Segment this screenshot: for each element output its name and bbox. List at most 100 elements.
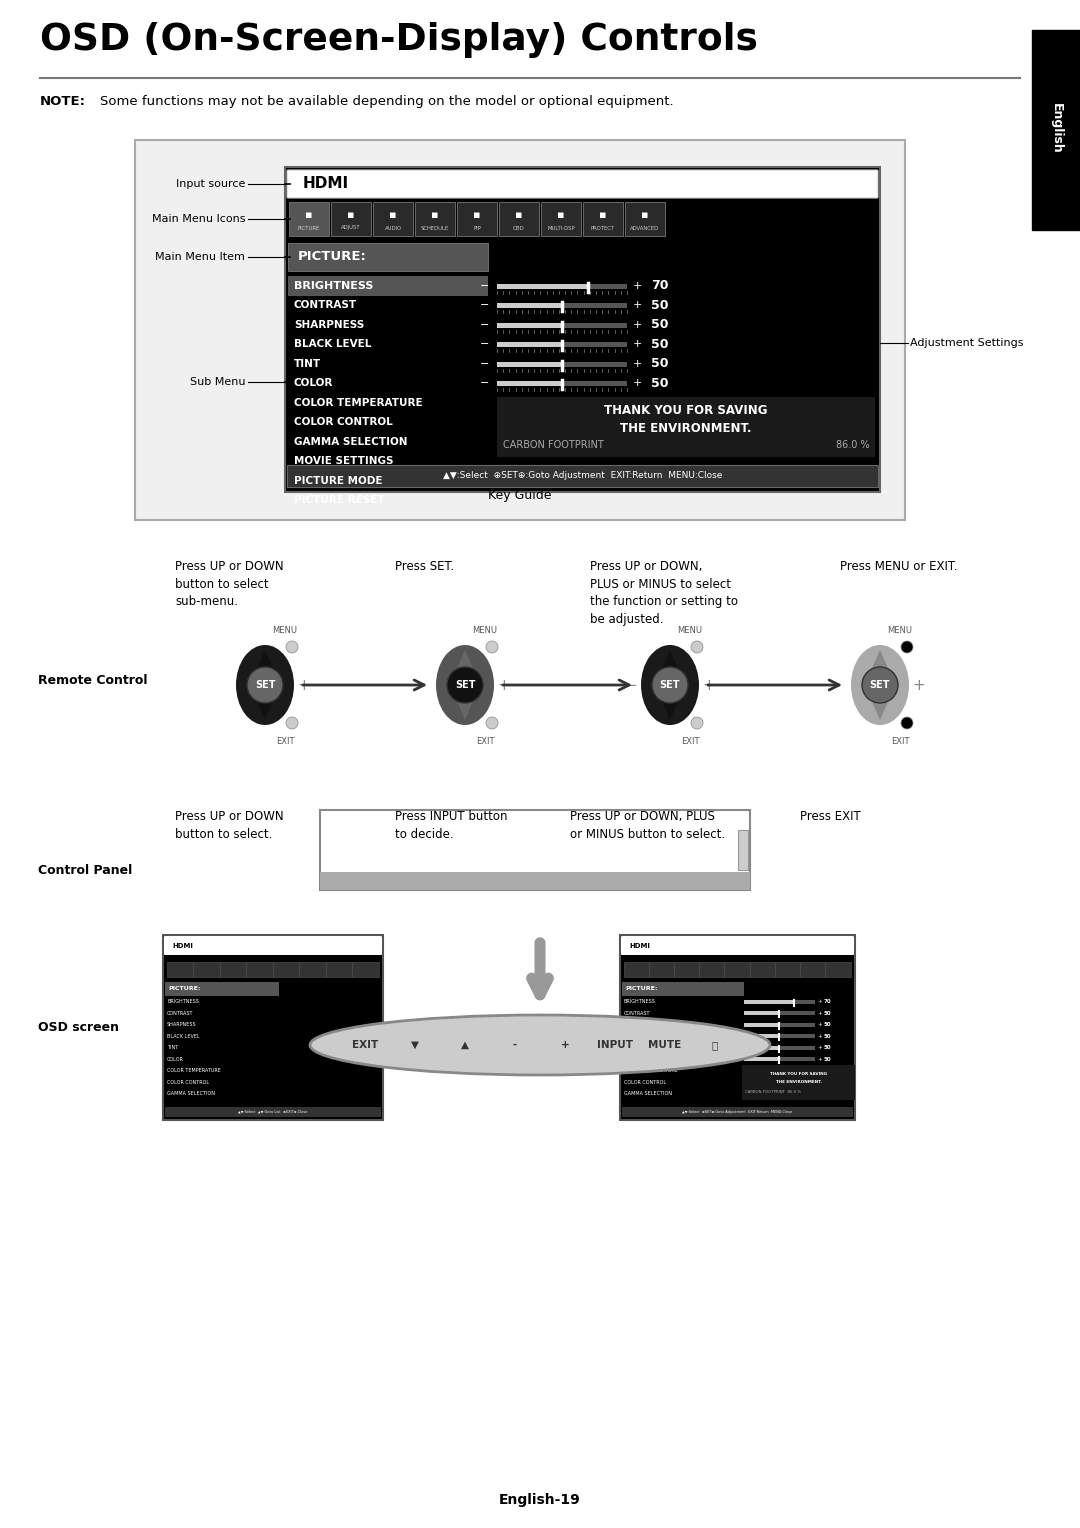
Circle shape	[447, 668, 483, 703]
FancyBboxPatch shape	[164, 937, 382, 955]
FancyBboxPatch shape	[744, 999, 794, 1004]
FancyBboxPatch shape	[625, 202, 665, 235]
Text: COLOR: COLOR	[294, 379, 334, 388]
Text: Input source: Input source	[176, 179, 245, 189]
FancyBboxPatch shape	[352, 961, 378, 976]
Text: PICTURE:: PICTURE:	[298, 251, 367, 263]
Text: SCHEDULE: SCHEDULE	[421, 226, 449, 231]
Text: ▪: ▪	[389, 209, 396, 220]
Text: CONTRAST: CONTRAST	[624, 1010, 650, 1016]
FancyBboxPatch shape	[497, 303, 562, 309]
FancyBboxPatch shape	[272, 961, 299, 976]
FancyBboxPatch shape	[497, 342, 627, 347]
Text: ADJUST: ADJUST	[341, 226, 361, 231]
Text: 70: 70	[651, 280, 669, 292]
FancyBboxPatch shape	[725, 961, 750, 976]
Text: COLOR TEMPERATURE: COLOR TEMPERATURE	[624, 1068, 678, 1073]
Text: 50: 50	[824, 1010, 832, 1016]
Text: SHARPNESS: SHARPNESS	[294, 319, 364, 330]
FancyBboxPatch shape	[774, 961, 800, 976]
Text: ▪: ▪	[473, 209, 481, 220]
FancyBboxPatch shape	[744, 1034, 814, 1038]
Text: +: +	[633, 379, 643, 388]
FancyBboxPatch shape	[744, 999, 814, 1004]
Text: Control Panel: Control Panel	[38, 863, 132, 877]
Text: +: +	[818, 1057, 823, 1062]
Text: MENU: MENU	[272, 626, 297, 636]
Text: −: −	[480, 281, 489, 290]
Text: +: +	[633, 359, 643, 368]
Text: +: +	[561, 1041, 569, 1050]
Text: +: +	[703, 677, 715, 692]
Text: ▪: ▪	[431, 209, 438, 220]
Text: COLOR CONTROL: COLOR CONTROL	[294, 417, 393, 428]
Text: SET: SET	[455, 680, 475, 691]
Circle shape	[862, 668, 897, 703]
FancyBboxPatch shape	[649, 961, 674, 976]
Text: +: +	[818, 1022, 823, 1027]
Text: Some functions may not be available depending on the model or optional equipment: Some functions may not be available depe…	[100, 95, 674, 108]
Circle shape	[247, 668, 283, 703]
FancyBboxPatch shape	[165, 1106, 381, 1117]
FancyBboxPatch shape	[620, 935, 855, 1120]
FancyBboxPatch shape	[457, 202, 497, 235]
Text: MENU: MENU	[888, 626, 913, 636]
FancyBboxPatch shape	[541, 202, 581, 235]
FancyBboxPatch shape	[497, 322, 627, 327]
Circle shape	[691, 717, 703, 729]
Text: BLACK LEVEL: BLACK LEVEL	[624, 1034, 657, 1039]
FancyBboxPatch shape	[497, 322, 562, 327]
FancyBboxPatch shape	[497, 284, 588, 289]
Text: COLOR TEMPERATURE: COLOR TEMPERATURE	[294, 397, 422, 408]
Text: PROTECT: PROTECT	[591, 226, 616, 231]
Text: 50: 50	[651, 299, 669, 312]
Text: ▲: ▲	[461, 1041, 469, 1050]
Text: Press MENU or EXIT.: Press MENU or EXIT.	[840, 559, 958, 573]
FancyBboxPatch shape	[499, 202, 539, 235]
Text: BLACK LEVEL: BLACK LEVEL	[167, 1034, 200, 1039]
Circle shape	[901, 642, 913, 652]
Text: 50: 50	[651, 318, 669, 332]
Text: Press EXIT: Press EXIT	[800, 810, 861, 824]
Text: CARBON FOOTPRINT  86.0 %: CARBON FOOTPRINT 86.0 %	[745, 1089, 801, 1094]
Text: +: +	[818, 1010, 823, 1016]
Text: +: +	[498, 677, 511, 692]
Circle shape	[901, 717, 913, 729]
Text: SHARPNESS: SHARPNESS	[624, 1022, 653, 1027]
FancyBboxPatch shape	[320, 872, 750, 889]
FancyBboxPatch shape	[285, 167, 880, 492]
Polygon shape	[870, 649, 890, 672]
Text: MENU: MENU	[473, 626, 498, 636]
FancyBboxPatch shape	[497, 397, 875, 457]
Text: PICTURE: PICTURE	[298, 226, 320, 231]
Text: 86.0 %: 86.0 %	[836, 440, 870, 451]
Text: English-19: English-19	[499, 1493, 581, 1507]
Ellipse shape	[237, 645, 294, 724]
Text: COLOR CONTROL: COLOR CONTROL	[624, 1080, 666, 1085]
Text: -: -	[513, 1041, 517, 1050]
FancyBboxPatch shape	[163, 935, 383, 1120]
Text: CONTRAST: CONTRAST	[167, 1010, 193, 1016]
Circle shape	[286, 642, 298, 652]
Text: +: +	[633, 281, 643, 290]
Text: 70: 70	[824, 999, 832, 1004]
Text: GAMMA SELECTION: GAMMA SELECTION	[294, 437, 407, 446]
Text: ⏻: ⏻	[712, 1041, 718, 1050]
Circle shape	[486, 717, 498, 729]
FancyBboxPatch shape	[744, 1045, 780, 1050]
FancyBboxPatch shape	[744, 1022, 780, 1027]
Text: −: −	[624, 677, 637, 692]
Text: HDMI: HDMI	[629, 943, 650, 949]
Text: +: +	[633, 319, 643, 330]
FancyBboxPatch shape	[166, 961, 193, 976]
Circle shape	[286, 717, 298, 729]
FancyBboxPatch shape	[288, 277, 488, 295]
Text: ▪: ▪	[515, 209, 523, 220]
FancyBboxPatch shape	[373, 202, 413, 235]
Text: 50: 50	[651, 358, 669, 370]
Text: BRIGHTNESS: BRIGHTNESS	[294, 281, 374, 290]
Text: ▲▼:Select  ⊕SET⊕:Goto Adjustment  EXIT:Return  MENU:Close: ▲▼:Select ⊕SET⊕:Goto Adjustment EXIT:Ret…	[443, 472, 723, 480]
Text: BRIGHTNESS: BRIGHTNESS	[624, 999, 656, 1004]
Text: ▲▼:Select  ▲▼:Goto List  ⊕EXIT⊕:Close: ▲▼:Select ▲▼:Goto List ⊕EXIT⊕:Close	[239, 1109, 308, 1114]
Text: ▪: ▪	[306, 209, 313, 220]
